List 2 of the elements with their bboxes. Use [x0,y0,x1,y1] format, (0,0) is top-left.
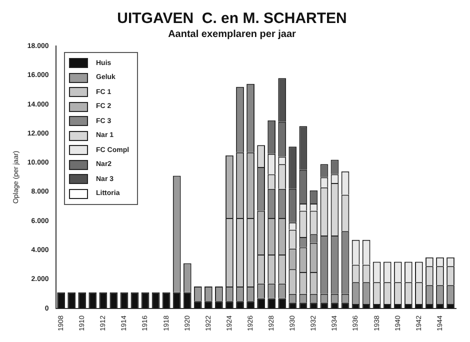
chart-title: UITGAVEN C. en M. SCHARTEN [117,10,347,28]
chart-subtitle: Aantal exemplaren per jaar [168,28,296,40]
